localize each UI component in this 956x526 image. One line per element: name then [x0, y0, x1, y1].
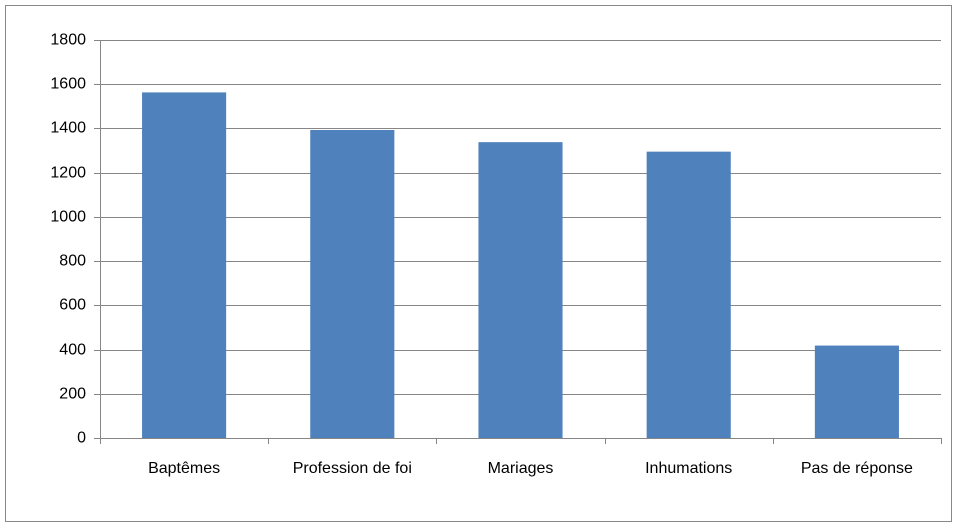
bar — [814, 345, 899, 438]
y-tick-label: 400 — [59, 342, 86, 359]
bar — [646, 151, 731, 438]
bar — [478, 142, 563, 439]
x-tick-label: Mariages — [487, 460, 554, 477]
y-tick-label: 200 — [59, 386, 86, 403]
x-tick-label: Baptêmes — [148, 460, 221, 477]
y-tick-label: 1600 — [50, 76, 86, 93]
x-tick-label: Profession de foi — [292, 460, 412, 477]
y-tick-label: 1000 — [50, 209, 86, 226]
y-tick-label: 1400 — [50, 120, 86, 137]
x-tick-label: Inhumations — [645, 460, 733, 477]
y-tick-label: 800 — [59, 253, 86, 270]
bar — [142, 92, 227, 439]
y-tick-label: 1800 — [50, 32, 86, 49]
y-tick-label: 600 — [59, 297, 86, 314]
y-tick-label: 1200 — [50, 165, 86, 182]
y-tick-label: 0 — [77, 430, 86, 447]
bar — [310, 129, 395, 438]
x-tick-label: Pas de réponse — [800, 460, 913, 477]
